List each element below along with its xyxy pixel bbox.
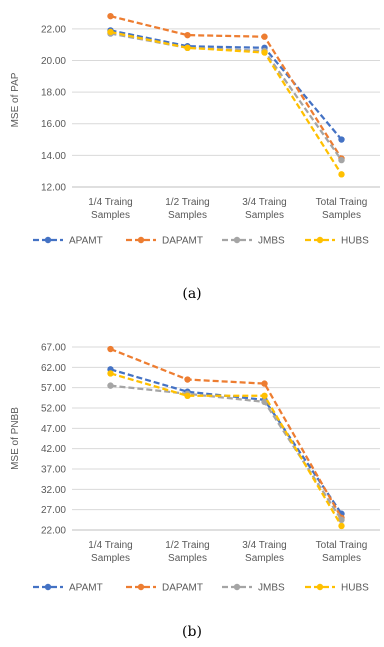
- data-point-dapamt: [261, 33, 268, 40]
- legend-label-apamt: APAMT: [69, 236, 103, 247]
- series-line-jmbs: [110, 384, 343, 521]
- y-tick-label: 47.00: [41, 424, 66, 435]
- data-point-jmbs: [338, 516, 345, 524]
- legend-label-dapamt: DAPAMT: [162, 236, 203, 247]
- y-tick-label: 57.00: [41, 383, 66, 394]
- x-tick-label: 1/2 Traing Samples: [165, 197, 209, 221]
- x-tick-label: 1/4 Traing Samples: [88, 540, 132, 564]
- y-tick-label: 14.00: [41, 151, 66, 162]
- data-point-dapamt: [184, 376, 191, 383]
- data-point-jmbs: [338, 156, 345, 164]
- data-point-dapamt: [107, 12, 114, 20]
- y-tick-label: 18.00: [41, 88, 66, 99]
- x-tick-label-line: 1/4 Traing: [88, 197, 132, 208]
- y-tick-label: 22.00: [41, 24, 66, 35]
- legend-label-hubs: HUBS: [341, 583, 369, 594]
- figure-caption: (a): [182, 286, 201, 302]
- legend-marker: [233, 583, 241, 591]
- data-point-hubs: [184, 44, 191, 51]
- legend-label-jmbs: JMBS: [258, 236, 285, 247]
- x-tick-label-line: Samples: [168, 210, 207, 221]
- y-tick-label: 67.00: [41, 343, 66, 354]
- data-point-hubs: [107, 28, 114, 36]
- x-tick-label-line: Total Traing: [316, 540, 368, 551]
- x-tick-label-line: Samples: [168, 553, 207, 564]
- data-point-hubs: [338, 171, 345, 178]
- x-tick-label: 3/4 Traing Samples: [242, 540, 286, 564]
- y-axis-title: MSE of PNBB: [10, 407, 21, 470]
- x-tick-label: Total Traing Samples: [316, 197, 368, 221]
- data-point-hubs: [261, 392, 268, 399]
- legend-label-apamt: APAMT: [69, 583, 103, 594]
- x-tick-label-line: 1/4 Traing: [88, 540, 132, 551]
- y-tick-label: 42.00: [41, 444, 66, 455]
- y-tick-label: 12.00: [41, 183, 66, 194]
- legend-marker: [233, 236, 241, 244]
- y-tick-label: 32.00: [41, 485, 66, 496]
- x-tick-label-line: Samples: [322, 553, 361, 564]
- x-tick-label: 3/4 Traing Samples: [242, 197, 286, 221]
- x-tick-label-line: Samples: [245, 553, 284, 564]
- data-point-hubs: [184, 392, 191, 399]
- x-tick-label-line: Samples: [245, 210, 284, 221]
- y-tick-label: 22.00: [41, 526, 66, 537]
- x-tick-label-line: Samples: [91, 553, 130, 564]
- y-tick-label: 37.00: [41, 465, 66, 476]
- data-point-hubs: [338, 522, 345, 530]
- figure-caption: (b): [182, 624, 202, 640]
- y-tick-label: 52.00: [41, 404, 66, 415]
- x-tick-label-line: Samples: [322, 210, 361, 221]
- y-tick-label: 16.00: [41, 119, 66, 130]
- legend-label-dapamt: DAPAMT: [162, 583, 203, 594]
- data-point-dapamt: [184, 31, 191, 39]
- legend-label-jmbs: JMBS: [258, 583, 285, 594]
- legend-marker: [137, 236, 145, 244]
- data-point-jmbs: [107, 382, 114, 389]
- series-line-dapamt: [110, 15, 343, 160]
- series-line-apamt: [110, 368, 343, 515]
- series-line-apamt: [110, 29, 343, 141]
- x-tick-label-line: 1/2 Traing: [165, 197, 209, 208]
- legend-marker: [44, 583, 52, 591]
- x-tick-label: 1/4 Traing Samples: [88, 197, 132, 221]
- legend: APAMT DAPAMT JMBS HUBS: [33, 583, 369, 594]
- legend-marker: [316, 583, 324, 591]
- data-point-hubs: [107, 370, 114, 377]
- x-tick-label-line: 3/4 Traing: [242, 197, 286, 208]
- x-tick-label: Total Traing Samples: [316, 540, 368, 564]
- series-line-dapamt: [110, 347, 343, 519]
- y-axis-title: MSE of PAP: [10, 72, 21, 127]
- series-line-hubs: [110, 30, 343, 175]
- x-tick-label-line: Samples: [91, 210, 130, 221]
- x-tick-label-line: Total Traing: [316, 197, 368, 208]
- x-tick-label-line: 1/2 Traing: [165, 540, 209, 551]
- legend-marker: [44, 236, 52, 244]
- y-tick-label: 20.00: [41, 56, 66, 67]
- data-point-apamt: [338, 136, 345, 143]
- x-tick-label-line: 3/4 Traing: [242, 540, 286, 551]
- y-tick-label: 27.00: [41, 505, 66, 516]
- legend-label-hubs: HUBS: [341, 236, 369, 247]
- x-tick-label: 1/2 Traing Samples: [165, 540, 209, 564]
- legend-marker: [137, 583, 145, 591]
- data-point-dapamt: [107, 345, 114, 353]
- chart-1: 22.00 27.00 32.00 37.00 42.00 47.00 52.00 57.00…: [10, 343, 380, 640]
- y-tick-label: 62.00: [41, 363, 66, 374]
- legend: APAMT DAPAMT JMBS HUBS: [33, 236, 369, 247]
- chart-0: 12.00 14.00 16.00 18.00 20.00 22.00 MSE of PAP…: [10, 12, 380, 302]
- series-line-hubs: [110, 372, 343, 527]
- data-point-hubs: [261, 49, 268, 56]
- data-point-dapamt: [261, 380, 268, 387]
- data-point-jmbs: [261, 398, 268, 406]
- legend-marker: [316, 236, 324, 244]
